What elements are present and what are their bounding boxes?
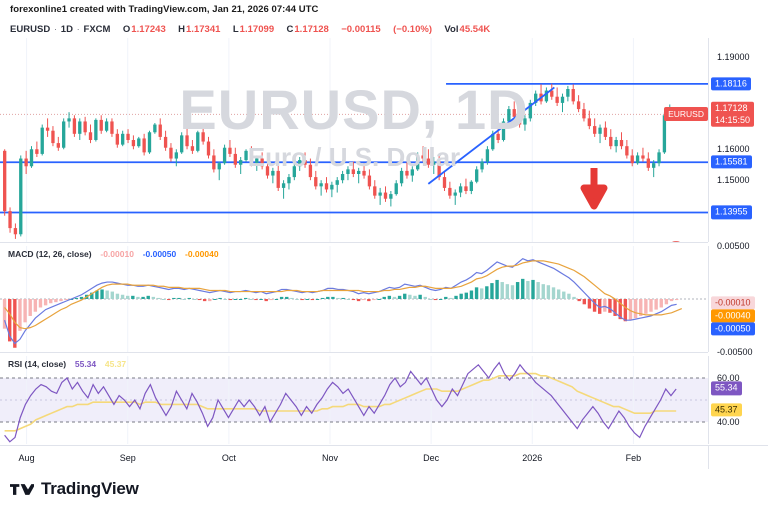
legend-open-value: 1.17243 xyxy=(131,24,166,35)
time-tick-feb: Feb xyxy=(625,453,642,463)
rsi-plot-area[interactable]: RSI (14, close) 55.34 45.37 xyxy=(0,356,708,444)
rsi-axis[interactable]: 60.00 40.00 55.34 45.37 xyxy=(708,356,768,444)
rsi-legend: RSI (14, close) 55.34 45.37 xyxy=(8,359,126,369)
rsi-svg xyxy=(0,356,708,444)
rsi-pane: RSI (14, close) 55.34 45.37 60.00 40.00 55… xyxy=(0,356,768,444)
time-tick-sep: Sep xyxy=(119,453,136,463)
time-axis-corner xyxy=(708,445,768,469)
rsi-title[interactable]: RSI (14, close) xyxy=(8,359,67,369)
drawing-annotations xyxy=(580,168,680,242)
macd-tag-line[interactable]: -0.00050 xyxy=(711,322,755,336)
macd-tag-signal[interactable]: -0.00040 xyxy=(711,309,755,323)
price-tag-support[interactable]: 1.15581 xyxy=(711,155,752,169)
price-tick-116000: 1.16000 xyxy=(717,144,750,155)
macd-pane: MACD (12, 26, close) -0.00010 -0.00050 -… xyxy=(0,241,768,357)
price-tick-115000: 1.15000 xyxy=(717,175,750,186)
time-axis[interactable]: Aug Sep Oct Nov Dec 2026 Feb xyxy=(0,445,708,469)
rsi-tick-upper: 60.00 xyxy=(717,373,740,383)
legend-exchange: FXCM xyxy=(83,24,111,35)
macd-axis[interactable]: 0.00500 -0.00500 -0.00010 -0.00040 -0.00050 xyxy=(708,241,768,357)
attribution-text: forexonline1 created with TradingView.co… xyxy=(10,4,319,15)
legend-volume-label: Vol xyxy=(444,24,459,35)
macd-tick-top: 0.00500 xyxy=(717,241,750,251)
macd-legend: MACD (12, 26, close) -0.00010 -0.00050 -… xyxy=(8,249,219,259)
macd-tick-bottom: -0.00500 xyxy=(717,347,753,357)
price-tag-base[interactable]: 1.13955 xyxy=(711,205,752,220)
legend-symbol[interactable]: EURUSD xyxy=(10,24,51,35)
current-symbol-badge: EURUSD xyxy=(664,107,708,122)
pane-divider-1 xyxy=(0,242,708,243)
price-plot-area[interactable]: EURUSD, 1D Euro / U.S. Dollar xyxy=(0,38,708,242)
legend-sep-2: · xyxy=(76,24,80,35)
legend-low-label: L xyxy=(232,24,239,35)
symbol-legend: EURUSD · 1D · FXCM O1.17243 H1.17341 L1.… xyxy=(10,24,491,35)
price-tag-resistance[interactable]: 1.18116 xyxy=(711,77,751,91)
rsi-tick-lower: 40.00 xyxy=(717,417,740,427)
legend-sep-1: · xyxy=(53,24,58,35)
legend-high-value: 1.17341 xyxy=(185,24,221,35)
down-arrow-icon xyxy=(580,168,608,210)
price-tick-119000: 1.19000 xyxy=(717,51,750,62)
time-tick-aug: Aug xyxy=(18,453,35,463)
legend-close-label: C xyxy=(286,24,294,35)
rsi-tag-value[interactable]: 55.34 xyxy=(711,381,742,395)
tradingview-logo-text: TradingView xyxy=(41,479,139,498)
tradingview-logo-icon xyxy=(10,483,34,495)
legend-volume-value: 45.54K xyxy=(459,24,491,35)
price-axis[interactable]: 1.19000 1.16000 1.15000 1.18116 1.15581 1.139… xyxy=(708,38,768,242)
rsi-tag-ma[interactable]: 45.37 xyxy=(711,403,742,417)
tradingview-logo[interactable]: TradingView xyxy=(10,479,139,499)
legend-change: −0.00115 xyxy=(341,24,381,35)
time-tick-nov: Nov xyxy=(321,453,339,463)
legend-open-label: O xyxy=(122,24,131,35)
legend-interval[interactable]: 1D xyxy=(60,24,73,35)
rsi-value: 55.34 xyxy=(74,359,97,369)
rsi-ma-value: 45.37 xyxy=(104,359,127,369)
macd-tag-histogram[interactable]: -0.00010 xyxy=(711,296,755,310)
macd-hist-value: -0.00010 xyxy=(100,249,134,259)
pane-divider-2 xyxy=(0,352,708,353)
macd-signal-value: -0.00040 xyxy=(185,249,219,259)
macd-svg xyxy=(0,246,708,352)
legend-low-value: 1.17099 xyxy=(239,24,275,35)
footer: TradingView xyxy=(0,469,768,511)
time-tick-2026: 2026 xyxy=(522,453,543,463)
price-candles-svg xyxy=(0,38,708,242)
legend-close-value: 1.17128 xyxy=(294,24,329,35)
legend-change-percent: (−0.10%) xyxy=(393,24,433,35)
legend-high-label: H xyxy=(178,24,185,35)
macd-title[interactable]: MACD (12, 26, close) xyxy=(8,249,92,259)
macd-plot-area[interactable]: MACD (12, 26, close) -0.00010 -0.00050 -… xyxy=(0,246,708,352)
macd-line-value: -0.00050 xyxy=(142,249,177,259)
price-pane: EURUSD, 1D Euro / U.S. Dollar 1.19000 1.1… xyxy=(0,38,768,242)
time-tick-dec: Dec xyxy=(423,453,440,463)
current-price-tag[interactable]: 1.17128 14:15:50 xyxy=(711,102,755,127)
time-tick-oct: Oct xyxy=(221,453,236,463)
